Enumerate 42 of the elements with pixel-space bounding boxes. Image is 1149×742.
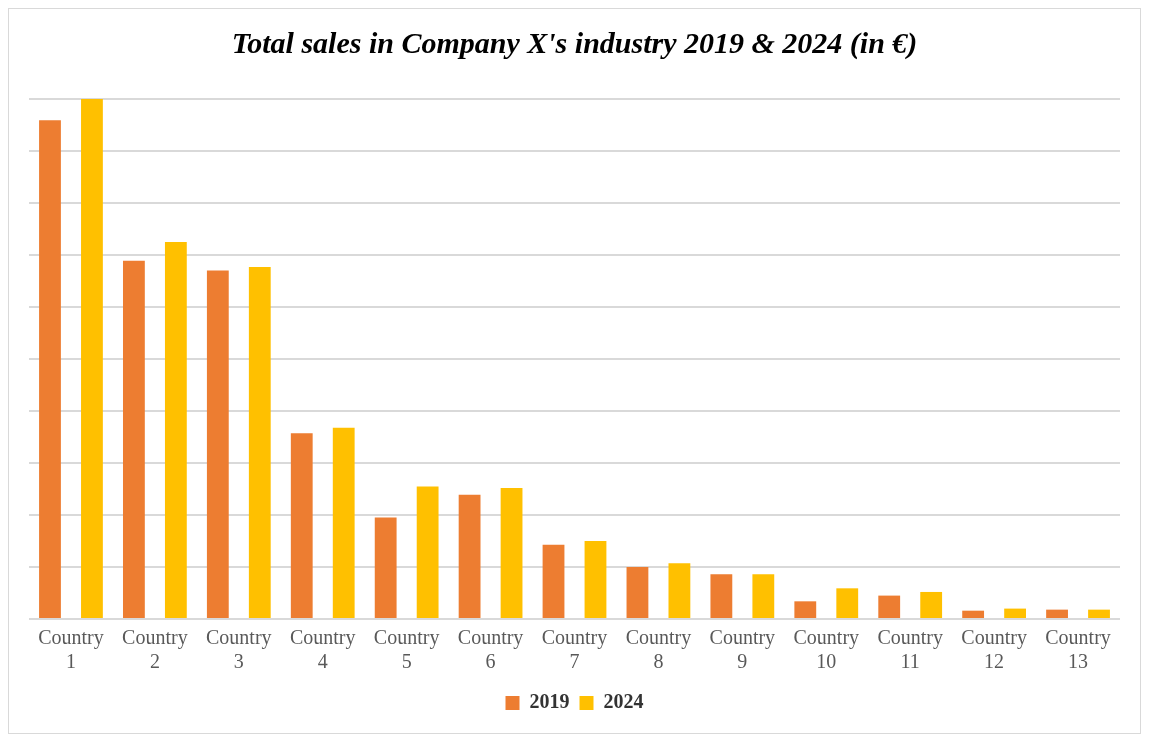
bar [290,433,313,618]
bar [1088,609,1110,618]
bar [500,487,523,618]
bar [1004,608,1027,618]
bar [164,242,187,618]
bar [542,544,565,618]
bar [81,99,103,618]
bar [710,574,733,618]
x-tick-label: Country 9 [709,626,776,673]
bar [794,601,817,618]
bar [39,120,61,618]
x-tick-label: Country 4 [289,626,356,673]
bar [920,591,943,618]
x-tick-label: Country 10 [793,626,860,673]
x-tick-label: Country 13 [1045,626,1111,673]
x-tick-label: Country 12 [961,626,1027,673]
x-tick-label: Country 1 [38,626,104,673]
bar [962,610,985,618]
x-tick-label: Country 3 [206,626,272,673]
x-tick-label: Country 2 [122,626,188,673]
bar [206,270,229,618]
x-tick-label: Country 7 [541,626,608,673]
bar [878,595,901,618]
bar [458,494,481,618]
bar [836,588,859,618]
bar [668,563,691,618]
bar [374,517,397,618]
bar [416,486,439,618]
bar [584,541,607,618]
x-tick-label: Country 5 [373,626,440,673]
bar [332,427,355,618]
bar [752,574,775,618]
x-tick-label: Country 8 [625,626,692,673]
bar [626,567,649,618]
legend-label: 2019 [529,690,570,713]
bar [248,266,271,618]
bar [122,260,145,618]
x-tick-label: Country 6 [457,626,524,673]
bar [1046,609,1068,618]
x-tick-label: Country 11 [877,626,943,673]
chart-title: Total sales in Company X's industry 2019 & 2024 (in €) [231,25,918,60]
legend-label: 2024 [603,690,644,713]
